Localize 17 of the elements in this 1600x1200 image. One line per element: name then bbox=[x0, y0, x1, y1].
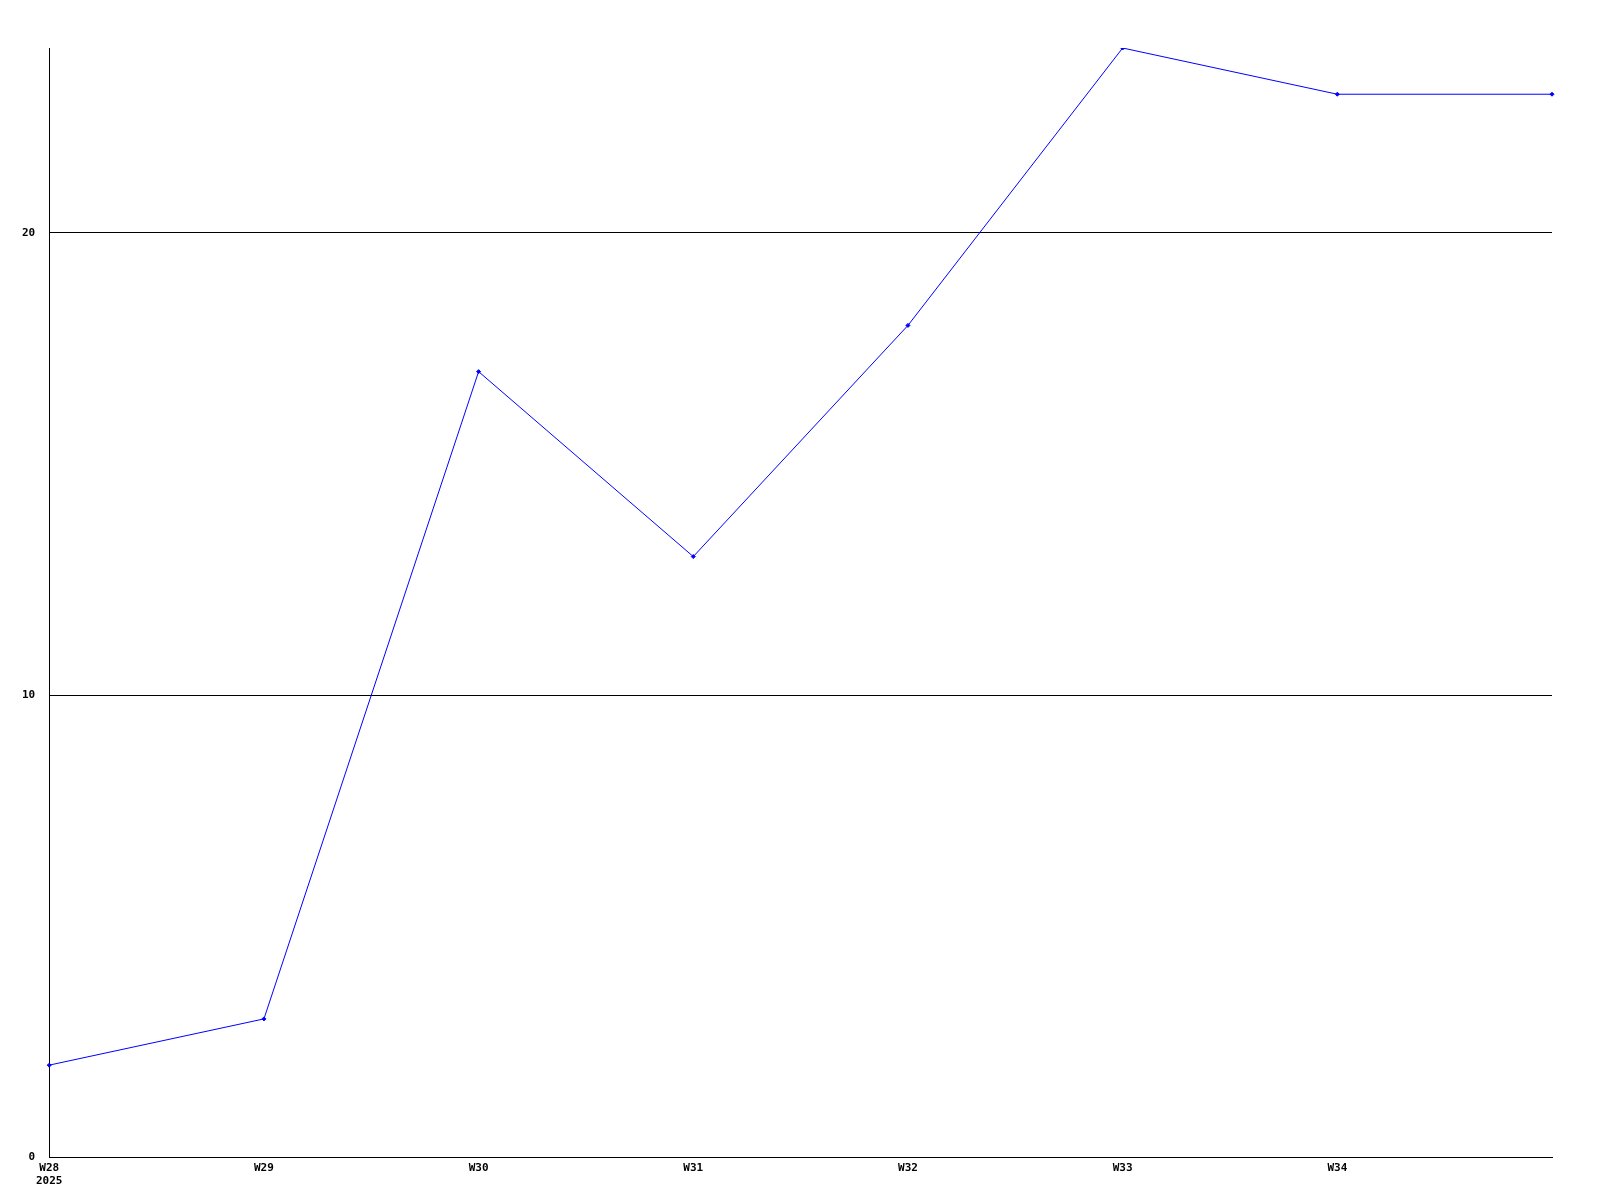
point bbox=[690, 554, 696, 560]
point bbox=[1549, 91, 1555, 97]
y-tick-label: 10 bbox=[22, 688, 36, 702]
x-tick-label: W29 bbox=[253, 1161, 274, 1175]
point bbox=[1334, 91, 1340, 97]
x-tick-label: W30 bbox=[468, 1161, 489, 1175]
x-tick-label: W32 bbox=[898, 1161, 918, 1175]
point bbox=[476, 369, 482, 375]
x-tick-label: W33 bbox=[1112, 1161, 1133, 1175]
y-tick-label: 20 bbox=[22, 225, 36, 239]
point bbox=[46, 1062, 52, 1068]
x-tick-label: W28 2025 bbox=[36, 1161, 63, 1188]
point bbox=[261, 1016, 267, 1022]
x-tick-label: W31 bbox=[683, 1161, 704, 1175]
point bbox=[905, 322, 911, 328]
x-tick-label: W34 bbox=[1327, 1161, 1348, 1175]
y-tick-label: 0 bbox=[28, 1150, 36, 1164]
